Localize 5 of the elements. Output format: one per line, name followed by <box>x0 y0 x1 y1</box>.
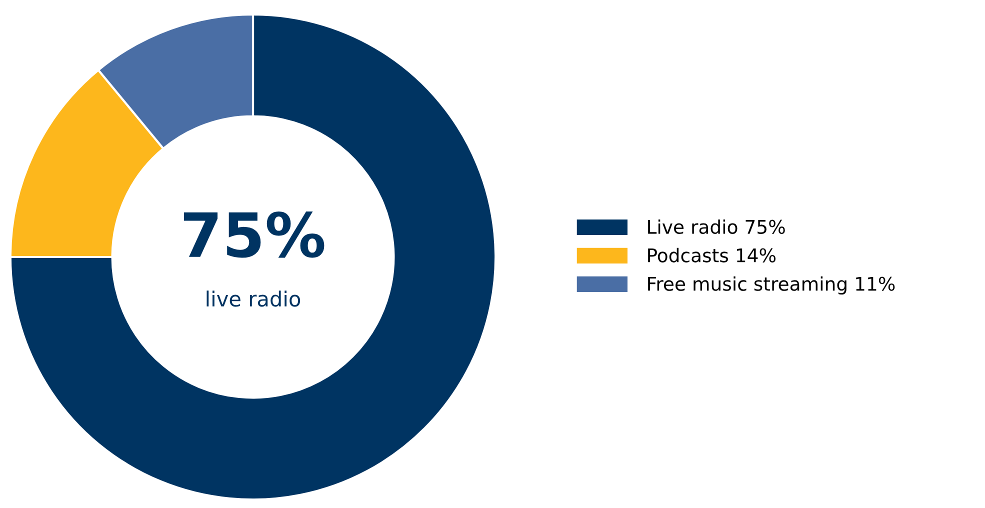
legend-label: Free music streaming 11% <box>648 276 895 295</box>
data-label: 75% <box>184 212 324 258</box>
legend-label: Podcasts 14% <box>648 248 776 262</box>
legend-label: Live radio 75% <box>648 219 785 234</box>
text: live radio <box>206 290 300 307</box>
